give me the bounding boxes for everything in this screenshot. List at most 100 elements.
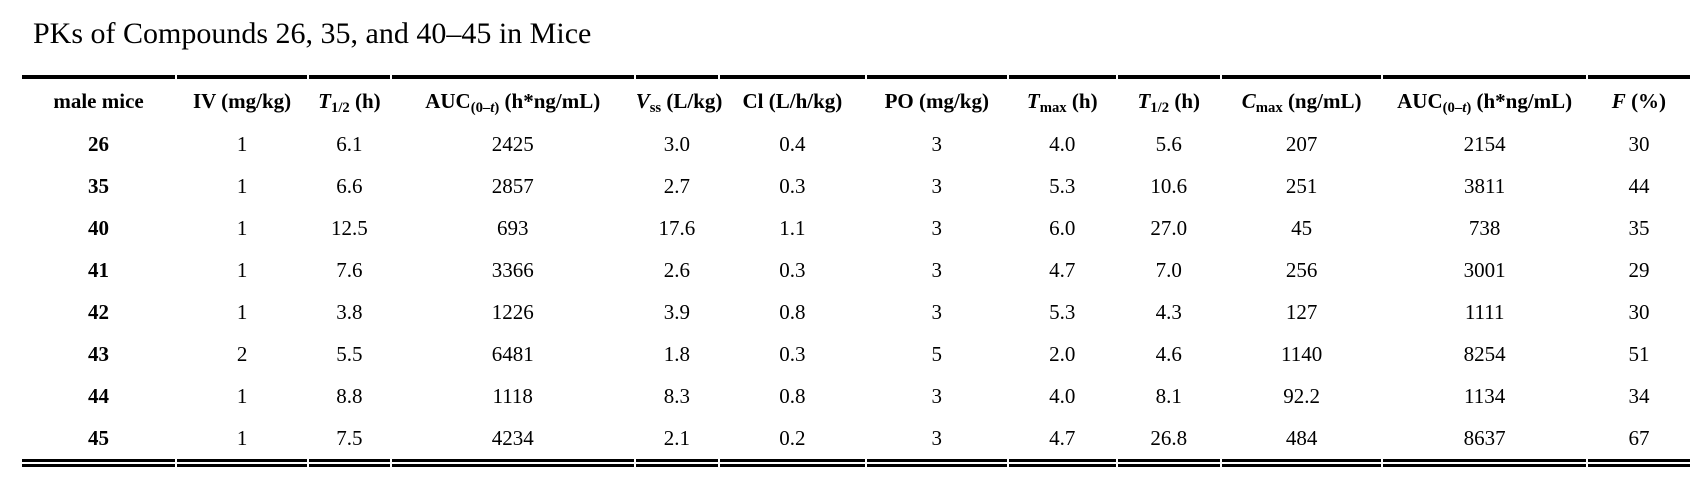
table-row: 40 1 12.5 693 17.6 1.1 3 6.0 27.0 45 738 35 (22, 207, 1690, 249)
value-cell: 2154 (1463, 131, 1506, 156)
value-cell: 484 (1221, 417, 1382, 467)
value-cell: 6481 (491, 341, 534, 366)
value-cell: 27.0 (1150, 215, 1188, 240)
value-cell: 256 (1285, 257, 1318, 282)
value-cell: 7.6 (336, 257, 363, 282)
header-segment: (h*ng/mL) (1471, 88, 1573, 113)
value-cell: 44 (1628, 173, 1650, 198)
value-cell: 3 (931, 257, 943, 282)
table-row: 26 1 6.1 2425 3.0 0.4 3 4.0 5.6 207 2154 30 (22, 123, 1690, 165)
compound-cell: 26 (88, 131, 110, 156)
value-cell: 3 (931, 173, 943, 198)
value-cell: 30 (1628, 299, 1650, 324)
header-segment: T (1026, 88, 1040, 113)
table-row: 45 1 7.5 4234 2.1 0.2 3 4.7 26.8 484 8637 67 (22, 417, 1690, 467)
value-cell: 51 (1628, 341, 1650, 366)
header-segment: AUC (425, 88, 471, 113)
header-segment: max (1039, 99, 1067, 116)
table-row: 43 2 5.5 6481 1.8 0.3 5 2.0 4.6 1140 8254 51 (22, 333, 1690, 375)
value-cell: 4.3 (1155, 299, 1182, 324)
value-cell: 26.8 (1117, 417, 1220, 467)
value-cell: 3 (931, 131, 943, 156)
header-segment: PO (mg/kg) (884, 88, 989, 113)
col-header-tmax: Tmax (h) (1008, 75, 1116, 123)
value-cell: 1 (236, 257, 248, 282)
value-cell: 0.4 (779, 131, 806, 156)
header-segment: T (1137, 88, 1151, 113)
value-cell: 8.1 (1155, 383, 1182, 408)
compound-cell: 43 (88, 341, 110, 366)
value-cell: 1 (236, 173, 248, 198)
value-cell: 1134 (1464, 383, 1506, 408)
value-cell: 0.3 (779, 257, 806, 282)
col-header-male-mice: male mice (22, 75, 176, 123)
value-cell: 5.3 (1049, 299, 1076, 324)
value-cell: 10.6 (1150, 173, 1188, 198)
value-cell: 12.5 (331, 215, 368, 240)
value-cell: 4.7 (1008, 417, 1116, 467)
value-cell: 30 (1628, 131, 1650, 156)
header-segment: ) (494, 99, 500, 116)
value-cell: 7.0 (1155, 257, 1182, 282)
col-header-cl: Cl (L/h/kg) (719, 75, 865, 123)
header-segment: (0– (1442, 99, 1463, 116)
header-segment: AUC (1397, 88, 1443, 113)
value-cell: 1 (236, 131, 248, 156)
value-cell: 207 (1285, 131, 1318, 156)
value-cell: 8.8 (336, 383, 363, 408)
value-cell: 5.5 (336, 341, 363, 366)
value-cell: 3366 (491, 257, 534, 282)
value-cell: 5 (931, 341, 943, 366)
value-cell: 3 (931, 215, 943, 240)
value-cell: 4234 (391, 417, 634, 467)
header-segment: max (1255, 99, 1283, 116)
value-cell: 2.1 (635, 417, 718, 467)
value-cell: 8637 (1383, 417, 1586, 467)
header-segment: 1/2 (330, 99, 350, 116)
value-cell: 1 (236, 383, 248, 408)
value-cell: 0.3 (779, 341, 806, 366)
col-header-t-half-iv: T1/2 (h) (309, 75, 390, 123)
header-segment: t (1462, 99, 1467, 116)
value-cell: 17.6 (658, 215, 696, 240)
value-cell: 92.2 (1283, 383, 1320, 408)
value-cell: 67 (1587, 417, 1690, 467)
value-cell: 6.6 (336, 173, 363, 198)
value-cell: 1140 (1280, 341, 1323, 366)
compound-cell: 45 (22, 417, 176, 467)
value-cell: 1 (236, 215, 248, 240)
header-row: male mice IV (mg/kg) T1/2 (h) AUC(0–t) (h*n… (22, 75, 1690, 123)
header-segment: (%) (1625, 88, 1667, 113)
table-row: 42 1 3.8 1226 3.9 0.8 3 5.3 4.3 127 1111 30 (22, 291, 1690, 333)
value-cell: 251 (1285, 173, 1318, 198)
value-cell: 0.3 (779, 173, 806, 198)
col-header-po-dose: PO (mg/kg) (866, 75, 1007, 123)
col-header-vss: Vss (L/kg) (635, 75, 722, 123)
value-cell: 1.1 (779, 215, 806, 240)
table-row: 35 1 6.6 2857 2.7 0.3 3 5.3 10.6 251 3811 44 (22, 165, 1690, 207)
value-cell: 35 (1628, 215, 1650, 240)
col-header-iv-dose: IV (mg/kg) (177, 75, 308, 123)
value-cell: 3.8 (336, 299, 363, 324)
header-segment: (h) (349, 88, 381, 113)
value-cell: 0.8 (779, 383, 806, 408)
value-cell: 3 (931, 383, 943, 408)
table-row: 44 1 8.8 1118 8.3 0.8 3 4.0 8.1 92.2 1134 34 (22, 375, 1690, 417)
value-cell: 1226 (491, 299, 534, 324)
value-cell: 2857 (491, 173, 534, 198)
table-title: PKs of Compounds 26, 35, and 40–45 in Mi… (33, 17, 592, 50)
value-cell: 2.6 (663, 257, 690, 282)
header-segment: T (318, 88, 331, 113)
compound-cell: 41 (88, 257, 110, 282)
compound-cell: 42 (88, 299, 110, 324)
value-cell: 693 (496, 215, 529, 240)
header-segment: C (1241, 88, 1256, 113)
header-segment: (h) (1066, 88, 1098, 113)
header-segment: ) (1466, 99, 1472, 116)
header-segment: F (1611, 88, 1626, 113)
header-segment: Cl (L/h/kg) (742, 88, 843, 113)
compound-cell: 35 (88, 173, 110, 198)
value-cell: 8.3 (663, 383, 690, 408)
value-cell: 2 (236, 341, 248, 366)
value-cell: 6.1 (336, 131, 363, 156)
